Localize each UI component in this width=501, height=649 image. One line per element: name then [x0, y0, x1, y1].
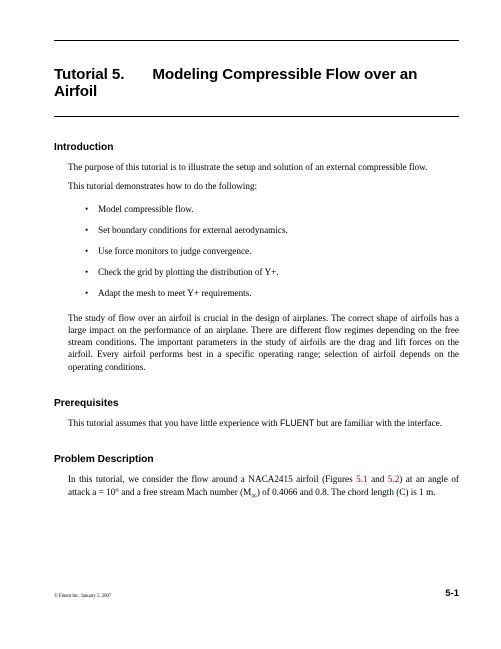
heading-introduction: Introduction	[54, 142, 459, 153]
title-underline	[54, 116, 459, 117]
page-content: Tutorial 5.Modeling Compressible Flow ov…	[54, 40, 459, 500]
list-item: Model compressible flow.	[88, 204, 459, 216]
intro-bullets: Model compressible flow. Set boundary co…	[88, 204, 459, 300]
problem-para: In this tutorial, we consider the flow a…	[68, 473, 459, 500]
problem-text-d: ) of 0.4066 and 0.8. The chord length (C…	[257, 487, 436, 497]
chapter-number: Tutorial 5.	[54, 66, 124, 83]
list-item: Use force monitors to judge convergence.	[88, 246, 459, 258]
prereq-para: This tutorial assumes that you have litt…	[68, 417, 459, 430]
top-rule	[54, 40, 459, 41]
list-item: Set boundary conditions for external aer…	[88, 225, 459, 237]
figure-ref-1: 5.1	[356, 474, 367, 484]
figure-ref-2: 5.2	[388, 474, 399, 484]
fluent-brand: FLUENT	[280, 418, 314, 428]
problem-text-b: and	[368, 474, 388, 484]
heading-problem-description: Problem Description	[54, 454, 459, 465]
page-number: 5-1	[445, 588, 459, 599]
intro-para-2: This tutorial demonstrates how to do the…	[68, 180, 459, 192]
copyright-text: © Fluent Inc. January 5, 2007	[54, 594, 111, 599]
chapter-title: Tutorial 5.Modeling Compressible Flow ov…	[54, 66, 459, 100]
intro-para-1: The purpose of this tutorial is to illus…	[68, 161, 459, 173]
intro-para-3: The study of flow over an airfoil is cru…	[68, 312, 459, 373]
list-item: Check the grid by plotting the distribut…	[88, 267, 459, 279]
list-item: Adapt the mesh to meet Y+ requirements.	[88, 288, 459, 300]
page-footer: © Fluent Inc. January 5, 2007 5-1	[54, 588, 459, 599]
problem-text-a: In this tutorial, we consider the flow a…	[68, 474, 356, 484]
heading-prerequisites: Prerequisites	[54, 398, 459, 409]
prereq-text-before: This tutorial assumes that you have litt…	[68, 418, 280, 428]
prereq-text-after: but are familiar with the interface.	[314, 418, 442, 428]
